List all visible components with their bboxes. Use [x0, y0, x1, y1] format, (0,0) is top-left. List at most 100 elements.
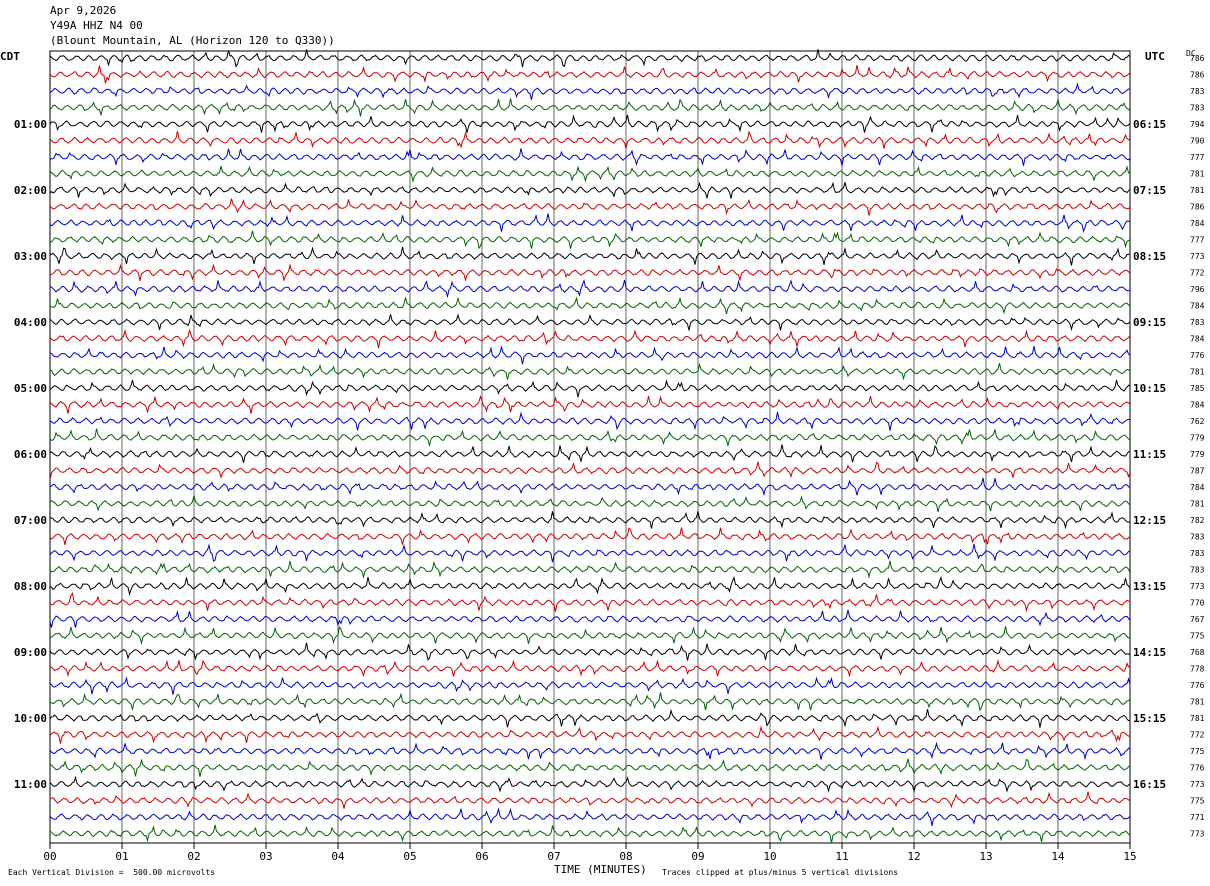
dc-offset-label: 762 [1190, 417, 1205, 426]
seismic-trace [49, 230, 1131, 250]
cdt-hour-label: 08:00 [14, 580, 47, 593]
seismic-trace [49, 775, 1131, 793]
dc-offset-label: 779 [1190, 434, 1205, 443]
dc-offset-label: 784 [1190, 483, 1205, 492]
seismic-trace [49, 477, 1131, 497]
seismic-trace [49, 609, 1131, 628]
dc-offset-label: 785 [1190, 384, 1205, 393]
dc-offset-label: 781 [1190, 170, 1205, 179]
seismic-trace [49, 543, 1131, 563]
vertical-division-note: Each Vertical Division = 500.00 microvol… [8, 868, 216, 877]
seismic-trace [49, 148, 1131, 167]
seismic-trace [49, 741, 1131, 761]
x-tick-label: 04 [331, 850, 345, 863]
dc-offset-label: 781 [1190, 186, 1205, 195]
dc-offset-label: 796 [1190, 285, 1205, 294]
right-timezone-label: UTC [1145, 50, 1165, 63]
utc-hour-label: 11:15 [1133, 448, 1166, 461]
seismic-trace [49, 575, 1131, 596]
seismic-trace [49, 725, 1131, 744]
seismic-trace [49, 379, 1131, 398]
cdt-hour-label: 04:00 [14, 316, 47, 329]
dc-offset-label: 784 [1190, 302, 1205, 311]
dc-offset-label: 781 [1190, 714, 1205, 723]
dc-offset-label: 773 [1190, 252, 1205, 261]
dc-offset-label: 775 [1190, 747, 1205, 756]
dc-offset-label: 787 [1190, 467, 1205, 476]
seismic-trace [49, 824, 1131, 844]
dc-offset-label: 781 [1190, 698, 1205, 707]
station-location: (Blount Mountain, AL (Horizon 120 to Q33… [50, 34, 335, 47]
seismic-trace [49, 758, 1131, 777]
dc-offset-label: 783 [1190, 87, 1205, 96]
cdt-hour-label: 05:00 [14, 382, 47, 395]
seismic-trace [49, 114, 1131, 134]
cdt-hour-label: 07:00 [14, 514, 47, 527]
seismic-trace [49, 296, 1131, 315]
seismic-trace [49, 461, 1131, 480]
seismic-trace [49, 791, 1131, 809]
seismic-trace [49, 49, 1131, 68]
x-tick-label: 15 [1123, 850, 1136, 863]
cdt-hour-label: 11:00 [14, 778, 47, 791]
seismic-trace [49, 692, 1131, 712]
dc-offset-label: 776 [1190, 681, 1205, 690]
seismic-trace [49, 642, 1131, 661]
dc-offset-label: 783 [1190, 566, 1205, 575]
dc-offset-label: 786 [1190, 71, 1205, 80]
dc-offset-label: 784 [1190, 219, 1205, 228]
seismic-trace [49, 411, 1131, 431]
x-tick-label: 12 [907, 850, 920, 863]
seismic-trace [49, 708, 1131, 728]
seismic-trace [49, 676, 1131, 695]
dc-column-label: DC [1186, 49, 1196, 58]
seismic-trace [49, 313, 1131, 332]
clipping-note: Traces clipped at plus/minus 5 vertical … [662, 868, 899, 877]
seismic-trace [49, 527, 1131, 546]
dc-offset-label: 784 [1190, 401, 1205, 410]
utc-hour-label: 16:15 [1133, 778, 1166, 791]
seismic-trace [49, 263, 1131, 283]
dc-offset-label: 772 [1190, 269, 1205, 278]
seismic-trace [49, 394, 1131, 414]
seismic-trace [49, 560, 1131, 579]
utc-hour-label: 15:15 [1133, 712, 1166, 725]
dc-offset-label: 771 [1190, 813, 1205, 822]
seismic-trace [49, 444, 1131, 463]
seismic-trace [49, 82, 1131, 100]
dc-offset-label: 773 [1190, 830, 1205, 839]
cdt-hour-label: 03:00 [14, 250, 47, 263]
dc-offset-label: 783 [1190, 318, 1205, 327]
x-axis-label: TIME (MINUTES) [554, 863, 647, 876]
cdt-hour-label: 01:00 [14, 118, 47, 131]
dc-offset-label: 777 [1190, 153, 1205, 162]
utc-hour-label: 10:15 [1133, 382, 1166, 395]
utc-hour-label: 08:15 [1133, 250, 1166, 263]
cdt-hour-label: 09:00 [14, 646, 47, 659]
dc-offset-label: 779 [1190, 450, 1205, 459]
utc-hour-label: 09:15 [1133, 316, 1166, 329]
seismic-trace [49, 198, 1131, 216]
dc-offset-label: 773 [1190, 582, 1205, 591]
dc-offset-label: 786 [1190, 203, 1205, 212]
cdt-hour-label: 10:00 [14, 712, 47, 725]
seismic-trace [49, 510, 1131, 530]
seismic-trace [49, 495, 1131, 513]
dc-offset-label: 778 [1190, 665, 1205, 674]
seismic-trace [49, 659, 1131, 678]
dc-offset-label: 783 [1190, 104, 1205, 113]
seismic-trace [49, 213, 1130, 233]
dc-offset-label: 768 [1190, 648, 1205, 657]
x-tick-label: 09 [691, 850, 704, 863]
x-tick-label: 01 [115, 850, 128, 863]
dc-offset-label: 775 [1190, 797, 1205, 806]
dc-offset-label: 783 [1190, 549, 1205, 558]
utc-hour-label: 13:15 [1133, 580, 1166, 593]
utc-hour-label: 14:15 [1133, 646, 1166, 659]
seismic-trace [49, 246, 1131, 266]
dc-offset-label: 783 [1190, 533, 1205, 542]
x-tick-label: 00 [43, 850, 56, 863]
seismic-trace [49, 328, 1131, 349]
x-tick-label: 02 [187, 850, 200, 863]
